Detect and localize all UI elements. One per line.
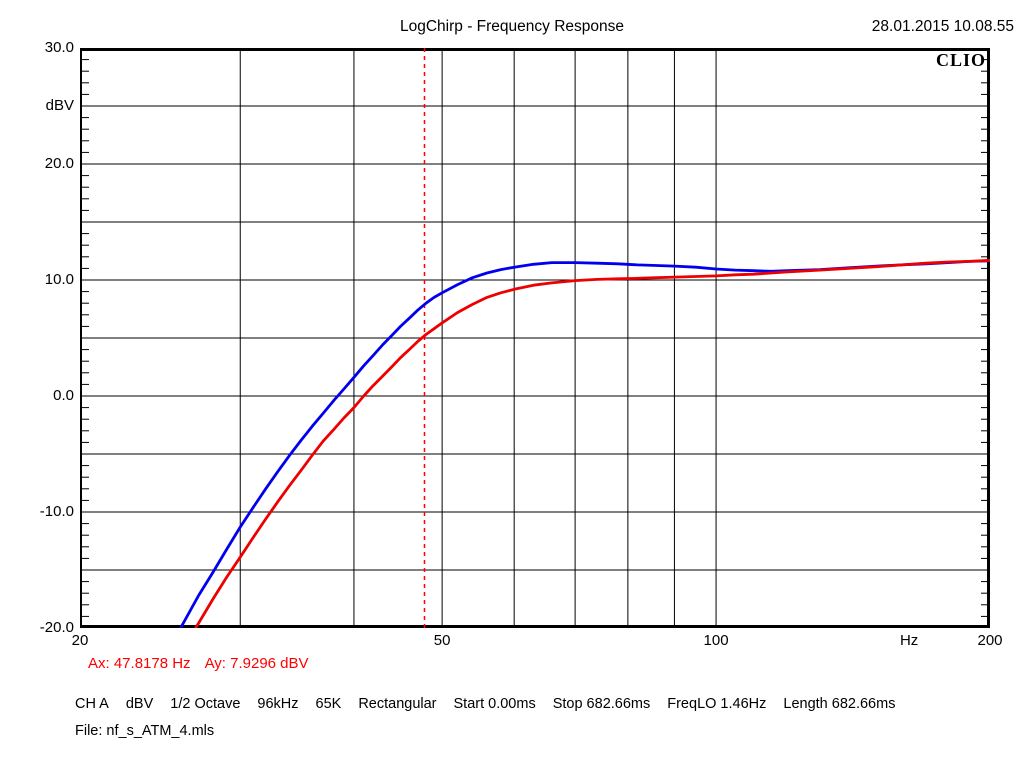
y-axis-label: -20.0 <box>39 619 74 636</box>
status-token: Start 0.00ms <box>453 696 536 712</box>
cursor-readout: Ax: 47.8178 Hz Ay: 7.9296 dBV <box>88 655 323 672</box>
measurement-timestamp: 28.01.2015 10.08.55 <box>871 18 1014 35</box>
y-axis-label: 0.0 <box>53 387 74 404</box>
status-token: Stop 682.66ms <box>552 696 651 712</box>
status-token: CH A <box>75 696 109 712</box>
x-axis-label: 100 <box>703 632 729 649</box>
status-token: Rectangular <box>358 696 437 712</box>
y-axis-label: 20.0 <box>44 155 74 172</box>
y-axis-label: 30.0 <box>44 39 74 56</box>
status-token: dBV <box>125 696 154 712</box>
status-token: Length 682.66ms <box>783 696 896 712</box>
clio-logo: CLIO <box>935 50 986 70</box>
x-axis-label: 50 <box>433 632 451 649</box>
y-axis-label: -10.0 <box>39 503 74 520</box>
x-axis-label: 20 <box>71 632 89 649</box>
status-bar: CH A dBV 1/2 Octave 96kHz 65K Rectangular Star… <box>75 696 895 712</box>
response-red-curve <box>194 258 990 628</box>
status-token: FreqLO 1.46Hz <box>667 696 767 712</box>
x-axis-label: 200 <box>977 632 1003 649</box>
cursor-ay-value: Ay: 7.9296 dBV <box>204 655 309 672</box>
status-token: 65K <box>315 696 342 712</box>
file-name: File: nf_s_ATM_4.mls <box>75 723 215 739</box>
cursor-ax-value: Ax: 47.8178 Hz <box>88 655 191 672</box>
plot-canvas[interactable] <box>80 48 990 628</box>
page-title: LogChirp - Frequency Response <box>399 18 624 35</box>
status-token: 96kHz <box>257 696 299 712</box>
response-blue-curve <box>179 259 990 628</box>
y-axis-label: dBV <box>45 97 74 114</box>
x-axis-unit-label: Hz <box>899 632 919 649</box>
frequency-response-plot[interactable]: CLIO <box>80 48 990 628</box>
y-axis-label: 10.0 <box>44 271 74 288</box>
status-token: 1/2 Octave <box>170 696 241 712</box>
